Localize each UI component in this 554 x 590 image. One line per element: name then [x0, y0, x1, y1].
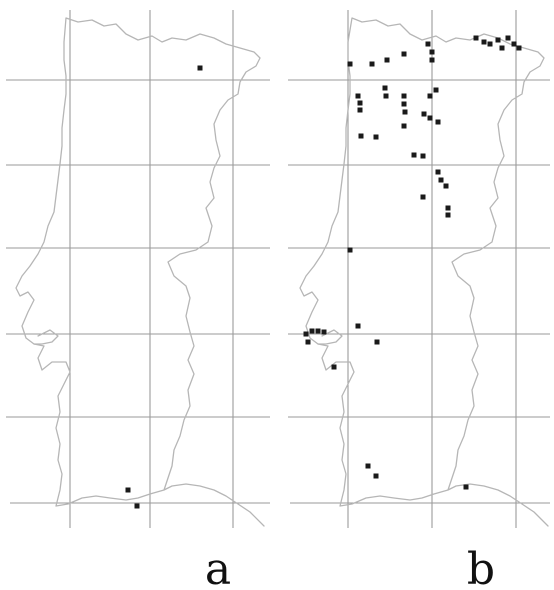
map-point [443, 183, 449, 189]
map-point [421, 111, 427, 117]
panel-label-b: b [467, 544, 495, 590]
panel-b-estuary [317, 329, 343, 345]
map-point [435, 169, 441, 175]
map-point [358, 133, 364, 139]
map-point [420, 153, 426, 159]
map-point [433, 87, 439, 93]
map-point [373, 473, 379, 479]
map-point [427, 93, 433, 99]
map-point [429, 49, 435, 55]
map-point [357, 100, 363, 106]
map-point [487, 41, 493, 47]
panel-a-points [125, 65, 203, 509]
map-point [355, 93, 361, 99]
map-point [427, 115, 433, 121]
panel-b-coastline [299, 17, 549, 527]
map-point [401, 93, 407, 99]
map-point [435, 119, 441, 125]
map-point [347, 247, 353, 253]
map-point [495, 37, 501, 43]
map-point [425, 41, 431, 47]
map-point [499, 45, 505, 51]
map-point [369, 61, 375, 67]
map-point [445, 212, 451, 218]
map-point [445, 205, 451, 211]
map-point [401, 123, 407, 129]
panel-b-grid [288, 10, 550, 528]
map-point [309, 328, 315, 334]
panel-a-grid [6, 10, 270, 528]
map-point [411, 152, 417, 158]
map-point [355, 323, 361, 329]
map-point [481, 39, 487, 45]
map-point [382, 85, 388, 91]
map-point [347, 61, 353, 67]
map-point [384, 57, 390, 63]
map-point [197, 65, 203, 71]
map-point [401, 101, 407, 107]
panel-a-coastline [15, 17, 265, 527]
map-point [438, 177, 444, 183]
map-point [401, 51, 407, 57]
map-point [373, 134, 379, 140]
map-point [365, 463, 371, 469]
map-point [305, 339, 311, 345]
map-point [374, 339, 380, 345]
map-point [516, 45, 522, 51]
map-point [463, 484, 469, 490]
map-point [315, 328, 321, 334]
panel-b: b [288, 10, 550, 590]
panel-b-points [303, 35, 522, 490]
map-point [402, 109, 408, 115]
map-point [303, 331, 309, 337]
map-point [429, 57, 435, 63]
map-point [505, 35, 511, 41]
panel-label-a: a [205, 544, 231, 590]
map-point [357, 107, 363, 113]
panel-a: a [6, 10, 270, 590]
map-point [383, 93, 389, 99]
map-point [473, 35, 479, 41]
panel-a-estuary [33, 329, 59, 345]
map-point [420, 194, 426, 200]
map-point [125, 487, 131, 493]
map-point [511, 41, 517, 47]
map-point [321, 329, 327, 335]
map-point [134, 503, 140, 509]
map-point [331, 364, 337, 370]
